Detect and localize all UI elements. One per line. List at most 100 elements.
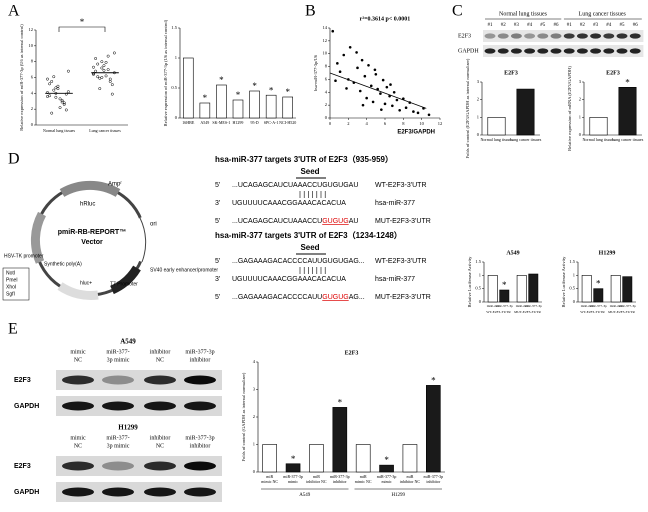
blot-band <box>497 33 509 39</box>
y-tick-label: 6 <box>325 76 328 81</box>
y-tick-label: 2 <box>253 414 255 419</box>
y-tick-label: 1 <box>573 272 575 277</box>
sequence: UGUUUUCAAACGGAAACACACUA <box>232 276 346 283</box>
bar-label: miR-ctrl <box>581 304 593 308</box>
lane-label: #6 <box>633 23 639 28</box>
y-tick-label: 4 <box>325 89 328 94</box>
y-tick-label: 0 <box>253 469 256 474</box>
x-tick-label: miR <box>313 474 320 479</box>
point <box>404 106 408 110</box>
point <box>46 95 49 98</box>
y-tick-label: 0.5 <box>171 85 177 90</box>
blot-band <box>144 461 176 471</box>
blot-band <box>184 401 216 411</box>
lane-label: inhibitor <box>150 435 171 441</box>
bar <box>309 444 324 473</box>
point <box>96 62 100 66</box>
lane-label: #5 <box>620 23 626 28</box>
point <box>58 106 62 110</box>
significance: * <box>384 455 389 465</box>
blot-band <box>537 48 549 54</box>
significance: * <box>203 93 208 103</box>
blot-group: Lung cancer tissues <box>579 11 627 17</box>
bar <box>199 102 211 119</box>
strand-name: hsa-miR-377 <box>375 276 415 283</box>
blot-band <box>102 487 134 497</box>
sequence: ...GAGAAAGACACCCCAUUGUGUGAG... <box>232 258 365 265</box>
sequence: ...GAGAAAGACACCCCAUUGUGUGAG... <box>232 294 365 301</box>
point <box>94 69 98 73</box>
site-label: PmeI <box>6 277 18 283</box>
seed-label: Seed <box>300 243 319 252</box>
point <box>58 97 62 101</box>
chart-title: E2F3 <box>345 350 359 356</box>
blot-band <box>62 487 94 497</box>
significance: * <box>338 397 343 407</box>
strand-end: 5' <box>215 258 220 265</box>
group-label: A549 <box>299 493 311 498</box>
blot-strip <box>56 370 222 390</box>
bar <box>581 275 592 303</box>
bar <box>265 94 277 119</box>
feature-label: ori <box>150 222 157 228</box>
bar <box>589 117 608 136</box>
x-tick-label: 8 <box>402 121 405 126</box>
point <box>383 102 387 106</box>
lane-label: NC <box>74 443 82 449</box>
blot-band <box>563 48 575 54</box>
bar-label: miR-377-3p <box>525 304 542 308</box>
y-tick-label: 0.5 <box>475 286 481 291</box>
blot-band <box>629 33 641 39</box>
blot-strip <box>483 45 644 57</box>
y-tick-label: 1.5 <box>475 259 481 264</box>
point <box>356 66 359 70</box>
feature-arc <box>57 282 99 300</box>
bar <box>516 88 535 136</box>
plasmid: Ampʳ hRluc ori SV40 early enhancer/promo… <box>2 181 218 301</box>
x-tick-label: 0 <box>329 121 332 126</box>
point <box>100 66 104 70</box>
lane-label: #3 <box>593 23 599 28</box>
y-tick-label: 10 <box>29 43 34 48</box>
point <box>92 65 95 69</box>
y-tick-label: 2 <box>325 102 327 107</box>
y-tick-label: 3 <box>477 79 480 84</box>
strand-end: 3' <box>215 276 220 283</box>
point <box>395 98 399 102</box>
lane-label: #2 <box>501 23 507 28</box>
row-label: E2F3 <box>14 463 31 470</box>
row-label: E2F3 <box>458 33 471 39</box>
lane-label: NC <box>156 443 164 449</box>
y-tick-label: 1.5 <box>171 25 177 30</box>
y-tick-label: 8 <box>325 64 328 69</box>
y-tick-label: 0 <box>479 299 482 304</box>
point <box>391 104 394 108</box>
point <box>336 62 339 65</box>
bar-label: miR-377-3p <box>590 304 607 308</box>
x-tick-label: inhibitor <box>333 479 347 484</box>
bar <box>516 275 527 303</box>
point <box>50 80 54 83</box>
bar <box>232 99 244 119</box>
x-tick-label: miR <box>266 474 273 479</box>
y-axis-label: Relative Luciferase Activity <box>561 256 566 307</box>
blot-band <box>497 48 509 54</box>
point <box>48 82 52 86</box>
y-tick-label: 2 <box>477 97 479 102</box>
point <box>50 111 54 115</box>
y-axis-label: hsa-miR-377-3p/U6 <box>313 54 318 91</box>
x-tick-label: SK-MES-1 <box>212 120 230 125</box>
bar <box>499 289 510 303</box>
blot-band <box>524 33 536 39</box>
sequence: UGUUUUCAAACGGAAACACACUA <box>232 200 346 207</box>
blot-band <box>62 375 94 385</box>
x-tick-label: 2 <box>347 121 349 126</box>
blot-band <box>616 48 628 54</box>
bar <box>593 288 604 303</box>
point <box>345 87 348 90</box>
point <box>60 99 64 102</box>
y-tick-label: 1 <box>579 114 581 119</box>
x-tick-label: WT-E2F3-3'UTR <box>580 310 605 314</box>
point <box>108 80 112 83</box>
